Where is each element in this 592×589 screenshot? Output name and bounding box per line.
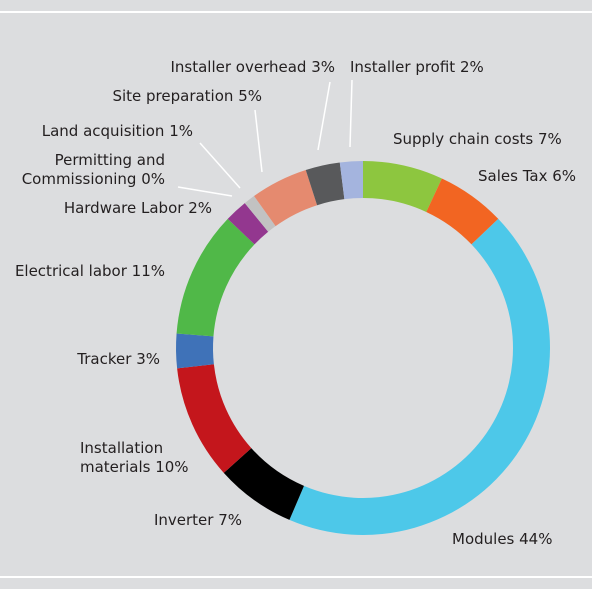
data-label: Hardware Labor 2%: [42, 199, 212, 218]
value-label: 10%: [155, 458, 189, 476]
leader-line: [177, 186, 233, 197]
data-label: Installation materials 10%: [80, 439, 200, 477]
category-label: Installer profit: [350, 58, 456, 76]
category-label: Sales Tax: [478, 167, 548, 185]
data-label: Installer profit 2%: [350, 58, 550, 77]
data-label: Land acquisition 1%: [13, 122, 193, 141]
donut-segment: [363, 161, 442, 212]
value-label: 3%: [136, 350, 160, 368]
value-label: 6%: [552, 167, 577, 185]
donut-segment: [254, 169, 318, 227]
value-label: 0%: [141, 170, 165, 188]
value-label: 11%: [131, 262, 165, 280]
donut-segment: [227, 203, 269, 245]
category-label: Inverter: [153, 511, 214, 529]
value-label: 44%: [519, 530, 553, 548]
category-label: Permitting and Commissioning: [21, 151, 165, 188]
donut-segment: [289, 218, 551, 536]
value-label: 1%: [169, 122, 193, 140]
donut-segment: [305, 162, 345, 206]
donut-segment: [244, 196, 276, 232]
data-label: Site preparation 5%: [82, 87, 262, 106]
value-label: 5%: [238, 87, 262, 105]
category-label: Tracker: [77, 350, 132, 368]
donut-segment: [426, 178, 499, 245]
category-label: Installation materials: [80, 439, 164, 476]
data-label: Electrical labor 11%: [0, 262, 165, 281]
data-label: Supply chain costs 7%: [393, 130, 592, 149]
value-label: 7%: [538, 130, 562, 148]
data-label: Tracker 3%: [20, 350, 160, 369]
value-label: 2%: [188, 199, 212, 217]
category-label: Land acquisition: [41, 122, 165, 140]
data-label: Permitting and Commissioning 0%: [15, 151, 165, 189]
donut-segment: [223, 448, 304, 520]
value-label: 3%: [311, 58, 335, 76]
data-label: Inverter 7%: [102, 511, 242, 530]
donut-segment: [176, 333, 214, 369]
leader-line: [199, 142, 241, 189]
leader-line: [349, 79, 353, 148]
category-label: Installer overhead: [170, 58, 307, 76]
category-label: Electrical labor: [14, 262, 127, 280]
donut-segment: [177, 364, 252, 473]
data-label: Modules 44%: [452, 530, 592, 549]
category-label: Hardware Labor: [63, 199, 184, 217]
category-label: Modules: [452, 530, 515, 548]
data-label: Sales Tax 6%: [478, 167, 592, 186]
donut-segment: [339, 161, 363, 200]
data-label: Installer overhead 3%: [115, 58, 335, 77]
leader-line: [317, 81, 331, 151]
category-label: Supply chain costs: [393, 130, 534, 148]
value-label: 2%: [459, 58, 484, 76]
category-label: Site preparation: [112, 87, 234, 105]
value-label: 7%: [218, 511, 242, 529]
leader-line: [254, 109, 263, 173]
donut-segment: [176, 218, 255, 337]
